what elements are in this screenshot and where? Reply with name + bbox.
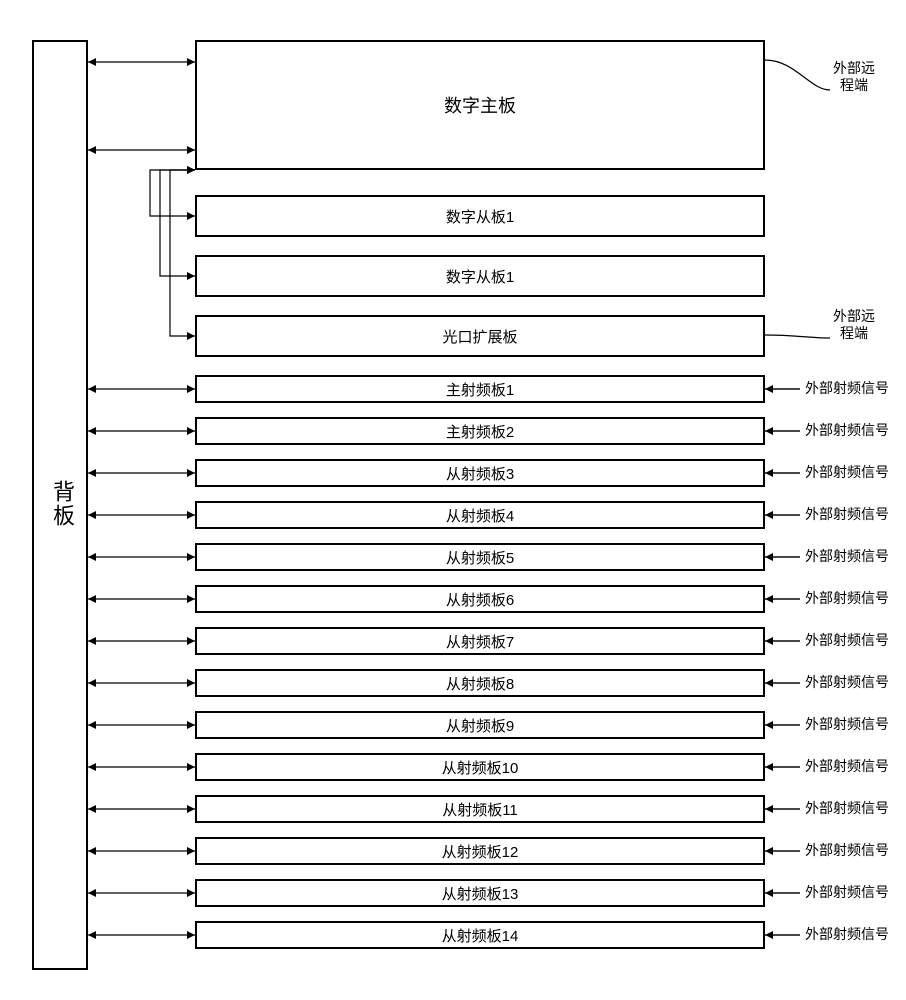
- ext-rf-label: 外部射频信号: [805, 674, 889, 691]
- ext-rf-label: 外部射频信号: [805, 464, 889, 481]
- ext-remote-label: 外部远程端: [830, 60, 878, 94]
- ext-rf-label: 外部射频信号: [805, 884, 889, 901]
- board-label: 主射频板2: [446, 421, 514, 442]
- board-label: 主射频板1: [446, 379, 514, 400]
- board-digi-sub1: 数字从板1: [195, 195, 765, 237]
- board-rf-sub6: 从射频板6: [195, 585, 765, 613]
- board-rf-sub7: 从射频板7: [195, 627, 765, 655]
- ext-rf-label: 外部射频信号: [805, 842, 889, 859]
- board-label: 从射频板11: [442, 799, 518, 820]
- ext-rf-label: 外部射频信号: [805, 926, 889, 943]
- board-label: 从射频板13: [442, 883, 519, 904]
- board-rf-sub10: 从射频板10: [195, 753, 765, 781]
- board-label: 从射频板9: [446, 715, 514, 736]
- board-label: 从射频板5: [446, 547, 514, 568]
- board-opt-ext: 光口扩展板: [195, 315, 765, 357]
- board-label: 从射频板12: [442, 841, 519, 862]
- ext-rf-label: 外部射频信号: [805, 422, 889, 439]
- board-rf-sub3: 从射频板3: [195, 459, 765, 487]
- board-label: 数字从板1: [446, 266, 514, 287]
- board-rf-sub5: 从射频板5: [195, 543, 765, 571]
- ext-rf-label: 外部射频信号: [805, 590, 889, 607]
- board-label: 从射频板4: [446, 505, 514, 526]
- board-digi-main: 数字主板: [195, 40, 765, 170]
- ext-rf-label: 外部射频信号: [805, 800, 889, 817]
- board-label: 光口扩展板: [442, 326, 517, 347]
- board-rf-sub4: 从射频板4: [195, 501, 765, 529]
- board-rf-main2: 主射频板2: [195, 417, 765, 445]
- board-label: 数字从板1: [446, 206, 514, 227]
- backplane-label: 背板: [46, 480, 78, 528]
- ext-remote-label: 外部远程端: [830, 308, 878, 342]
- ext-rf-label: 外部射频信号: [805, 758, 889, 775]
- ext-rf-label: 外部射频信号: [805, 380, 889, 397]
- board-rf-sub8: 从射频板8: [195, 669, 765, 697]
- board-rf-sub14: 从射频板14: [195, 921, 765, 949]
- board-label: 从射频板10: [442, 757, 519, 778]
- board-label: 从射频板14: [442, 925, 519, 946]
- ext-rf-label: 外部射频信号: [805, 716, 889, 733]
- board-rf-sub9: 从射频板9: [195, 711, 765, 739]
- board-rf-sub11: 从射频板11: [195, 795, 765, 823]
- board-label: 数字主板: [444, 92, 516, 118]
- board-label: 从射频板3: [446, 463, 514, 484]
- board-rf-main1: 主射频板1: [195, 375, 765, 403]
- diagram-canvas: 背板数字主板外部远程端数字从板1数字从板1光口扩展板外部远程端主射频板1外部射频…: [0, 0, 906, 1000]
- ext-rf-label: 外部射频信号: [805, 506, 889, 523]
- board-label: 从射频板7: [446, 631, 514, 652]
- ext-rf-label: 外部射频信号: [805, 548, 889, 565]
- ext-rf-label: 外部射频信号: [805, 632, 889, 649]
- board-label: 从射频板6: [446, 589, 514, 610]
- board-digi-sub2: 数字从板1: [195, 255, 765, 297]
- board-rf-sub13: 从射频板13: [195, 879, 765, 907]
- board-rf-sub12: 从射频板12: [195, 837, 765, 865]
- board-label: 从射频板8: [446, 673, 514, 694]
